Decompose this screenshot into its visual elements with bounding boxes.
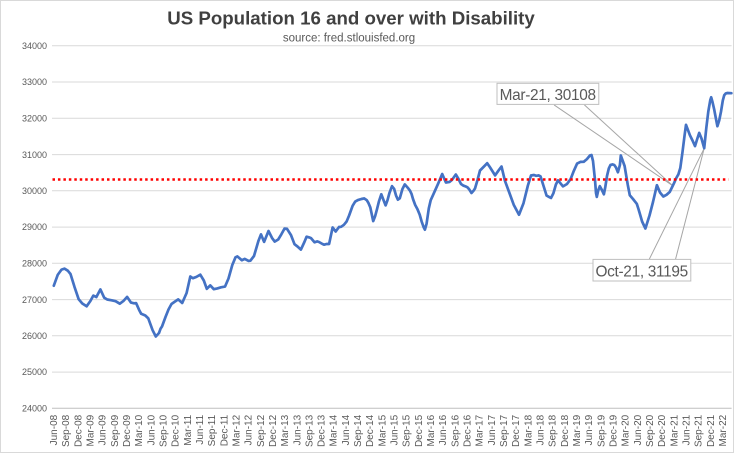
svg-text:Mar-09: Mar-09 (86, 414, 97, 446)
svg-text:Jun-20: Jun-20 (633, 414, 644, 445)
svg-text:Dec-20: Dec-20 (657, 414, 668, 447)
svg-text:25000: 25000 (22, 367, 47, 377)
svg-text:Mar-15: Mar-15 (377, 414, 388, 446)
svg-text:Dec-08: Dec-08 (73, 414, 84, 447)
svg-text:Mar-14: Mar-14 (329, 414, 340, 446)
svg-text:Sep-12: Sep-12 (256, 414, 267, 447)
svg-text:Jun-18: Jun-18 (536, 414, 547, 445)
svg-text:32000: 32000 (22, 114, 47, 124)
svg-text:33000: 33000 (22, 77, 47, 87)
svg-text:Dec-19: Dec-19 (609, 414, 620, 447)
svg-text:Sep-19: Sep-19 (596, 414, 607, 447)
svg-text:Sep-16: Sep-16 (450, 414, 461, 447)
svg-text:Mar-16: Mar-16 (426, 414, 437, 446)
svg-text:Sep-13: Sep-13 (304, 414, 315, 447)
svg-text:Dec-12: Dec-12 (268, 414, 279, 447)
svg-text:28000: 28000 (22, 259, 47, 269)
svg-text:Dec-18: Dec-18 (560, 414, 571, 447)
svg-text:Mar-19: Mar-19 (572, 414, 583, 446)
svg-text:Dec-10: Dec-10 (171, 414, 182, 447)
svg-text:Dec-21: Dec-21 (706, 414, 717, 447)
svg-text:24000: 24000 (22, 404, 47, 414)
svg-text:Jun-12: Jun-12 (244, 414, 255, 445)
svg-text:Sep-21: Sep-21 (694, 414, 705, 447)
svg-text:Sep-15: Sep-15 (402, 414, 413, 447)
svg-text:Mar-11: Mar-11 (183, 414, 194, 445)
svg-text:Jun-09: Jun-09 (98, 414, 109, 445)
svg-text:Sep-08: Sep-08 (61, 414, 72, 447)
svg-text:Mar-21, 30108: Mar-21, 30108 (500, 87, 596, 104)
svg-text:27000: 27000 (22, 295, 47, 305)
svg-text:Mar-13: Mar-13 (280, 414, 291, 446)
svg-text:Sep-14: Sep-14 (353, 414, 364, 447)
svg-text:Mar-20: Mar-20 (621, 414, 632, 446)
svg-text:Dec-09: Dec-09 (122, 414, 133, 447)
svg-text:31000: 31000 (22, 150, 47, 160)
svg-text:29000: 29000 (22, 222, 47, 232)
svg-text:Oct-21, 31195: Oct-21, 31195 (595, 263, 688, 280)
svg-text:Dec-11: Dec-11 (219, 414, 230, 446)
svg-text:Jun-13: Jun-13 (292, 414, 303, 445)
svg-text:34000: 34000 (22, 41, 47, 51)
svg-text:Jun-19: Jun-19 (584, 414, 595, 445)
svg-text:Jun-15: Jun-15 (390, 414, 401, 445)
svg-text:Mar-18: Mar-18 (523, 414, 534, 446)
svg-text:Mar-10: Mar-10 (134, 414, 145, 446)
svg-text:Jun-08: Jun-08 (49, 414, 60, 445)
svg-text:Sep-20: Sep-20 (645, 414, 656, 447)
svg-text:30000: 30000 (22, 186, 47, 196)
svg-text:Dec-16: Dec-16 (463, 414, 474, 447)
svg-text:26000: 26000 (22, 331, 47, 341)
svg-text:source: fred.stlouisfed.org: source: fred.stlouisfed.org (283, 33, 415, 45)
svg-text:Jun-11: Jun-11 (195, 414, 206, 444)
svg-text:Sep-10: Sep-10 (159, 414, 170, 447)
svg-text:US Population 16 and over with: US Population 16 and over with Disabilit… (167, 7, 535, 28)
svg-text:Mar-17: Mar-17 (475, 414, 486, 446)
svg-text:Jun-17: Jun-17 (487, 414, 498, 445)
svg-text:Sep-09: Sep-09 (110, 414, 121, 447)
svg-text:Jun-14: Jun-14 (341, 414, 352, 445)
svg-text:Mar-12: Mar-12 (231, 414, 242, 446)
svg-text:Sep-18: Sep-18 (548, 414, 559, 447)
svg-text:Dec-15: Dec-15 (414, 414, 425, 447)
svg-text:Jun-16: Jun-16 (438, 414, 449, 445)
svg-text:Jun-21: Jun-21 (682, 414, 693, 445)
svg-text:Dec-14: Dec-14 (365, 414, 376, 447)
svg-text:Mar-21: Mar-21 (669, 414, 680, 446)
svg-text:Sep-11: Sep-11 (207, 414, 218, 446)
svg-text:Dec-13: Dec-13 (317, 414, 328, 447)
svg-text:Mar-22: Mar-22 (718, 414, 729, 446)
svg-text:Jun-10: Jun-10 (146, 414, 157, 445)
svg-text:Sep-17: Sep-17 (499, 414, 510, 447)
svg-text:Dec-17: Dec-17 (511, 414, 522, 447)
